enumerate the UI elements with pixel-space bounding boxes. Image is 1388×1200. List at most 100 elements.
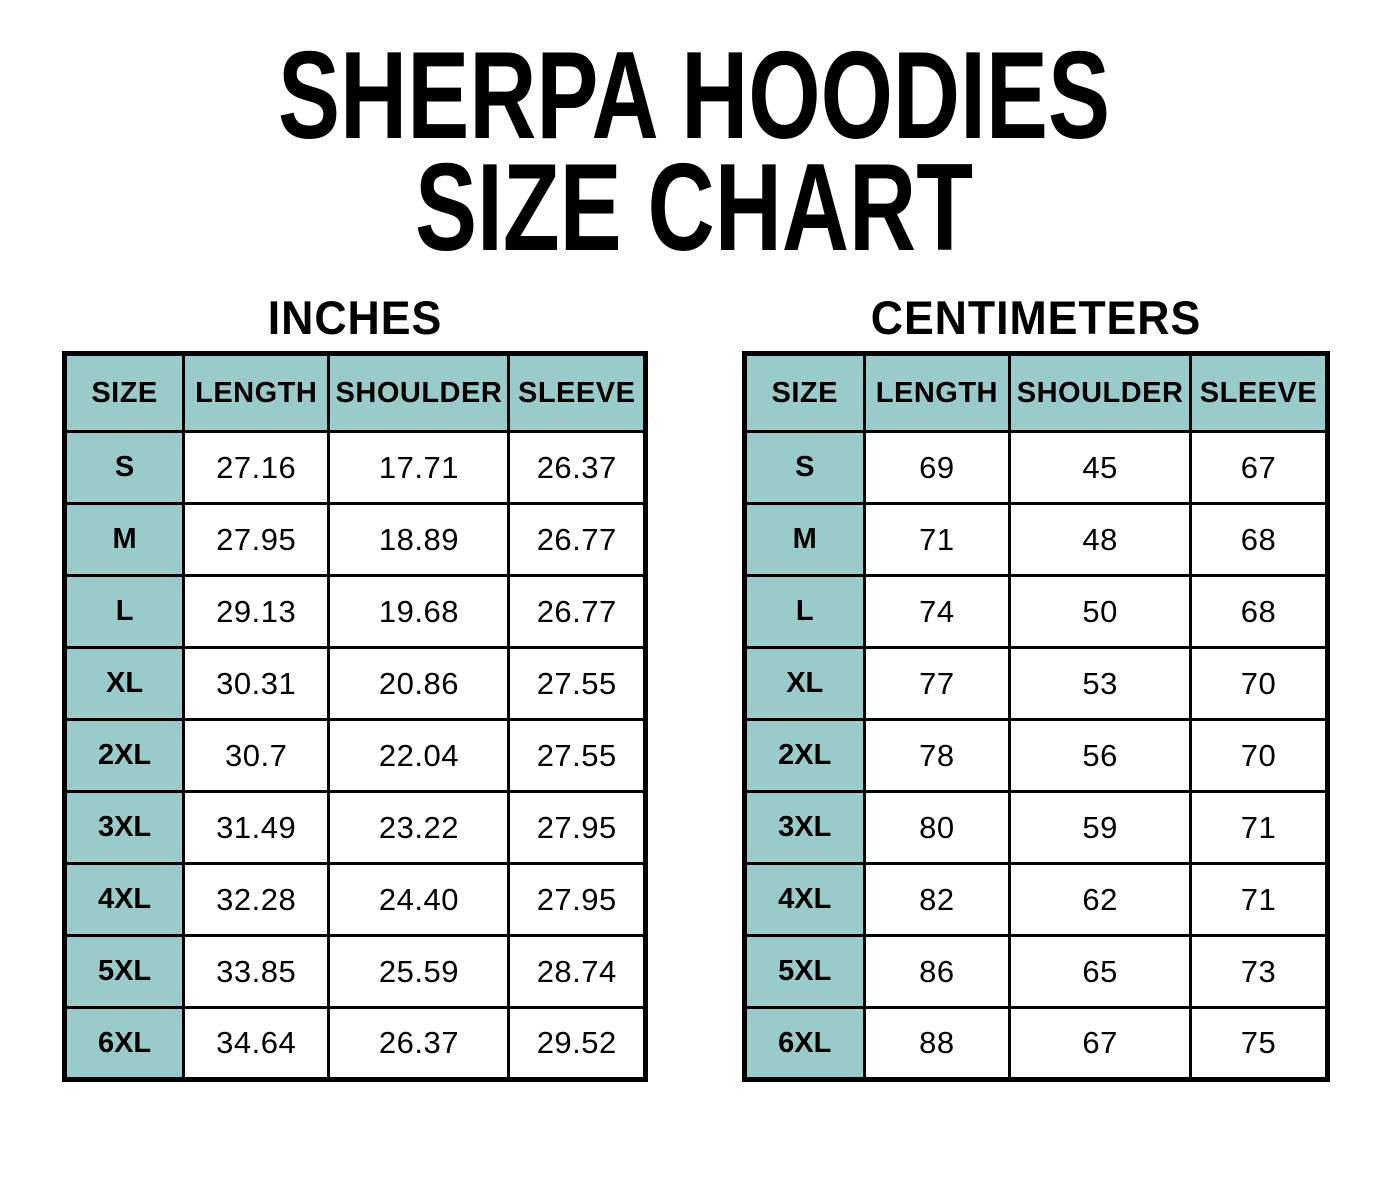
value-cell: 31.49 bbox=[182, 790, 331, 865]
value-cell: 17.71 bbox=[327, 430, 511, 505]
table-row-m: M 71 48 68 bbox=[743, 502, 1330, 577]
size-cell: L bbox=[743, 574, 866, 649]
column-header-size: SIZE bbox=[62, 352, 186, 433]
value-cell: 86 bbox=[862, 934, 1012, 1009]
centimeters-section: CENTIMETERS SIZE LENGTH SHOULDER SLEEVE S 69 4… bbox=[742, 294, 1330, 1082]
value-cell: 48 bbox=[1008, 502, 1192, 577]
table-row-s: S 69 45 67 bbox=[743, 430, 1330, 505]
page-title-line1: SHERPA HOODIES bbox=[278, 27, 1110, 165]
header-row: SIZE LENGTH SHOULDER SLEEVE bbox=[62, 352, 647, 433]
value-cell: 20.86 bbox=[327, 646, 511, 721]
page-title-line2: SIZE CHART bbox=[415, 139, 973, 277]
value-cell: 33.85 bbox=[182, 934, 331, 1009]
size-cell: 3XL bbox=[62, 790, 186, 865]
size-cell: 5XL bbox=[62, 934, 186, 1009]
value-cell: 27.95 bbox=[182, 502, 331, 577]
value-cell: 26.37 bbox=[327, 1006, 511, 1081]
size-cell: 2XL bbox=[743, 718, 866, 793]
size-cell: 4XL bbox=[743, 862, 866, 937]
value-cell: 73 bbox=[1188, 934, 1330, 1009]
value-cell: 26.77 bbox=[507, 502, 647, 577]
column-header-sleeve: SLEEVE bbox=[507, 352, 647, 433]
value-cell: 27.55 bbox=[507, 646, 647, 721]
size-cell: 5XL bbox=[743, 934, 866, 1009]
value-cell: 70 bbox=[1188, 718, 1330, 793]
value-cell: 77 bbox=[862, 646, 1012, 721]
column-header-shoulder: SHOULDER bbox=[1008, 352, 1192, 433]
table-row-4xl: 4XL 32.28 24.40 27.95 bbox=[62, 862, 647, 937]
column-header-length: LENGTH bbox=[862, 352, 1012, 433]
size-cell: 6XL bbox=[62, 1006, 186, 1081]
size-cell: XL bbox=[62, 646, 186, 721]
size-cell: 6XL bbox=[743, 1006, 866, 1081]
inches-section: INCHES SIZE LENGTH SHOULDER SLEEVE S 27.16 17.… bbox=[62, 294, 648, 1082]
value-cell: 27.95 bbox=[507, 862, 647, 937]
size-cell: S bbox=[62, 430, 186, 505]
value-cell: 27.55 bbox=[507, 718, 647, 793]
value-cell: 68 bbox=[1188, 502, 1330, 577]
size-cell: 3XL bbox=[743, 790, 866, 865]
table-row-5xl: 5XL 33.85 25.59 28.74 bbox=[62, 934, 647, 1009]
value-cell: 24.40 bbox=[327, 862, 511, 937]
value-cell: 28.74 bbox=[507, 934, 647, 1009]
table-row-m: M 27.95 18.89 26.77 bbox=[62, 502, 647, 577]
size-cell: 2XL bbox=[62, 718, 186, 793]
column-header-shoulder: SHOULDER bbox=[327, 352, 511, 433]
column-header-sleeve: SLEEVE bbox=[1188, 352, 1330, 433]
size-cell: M bbox=[743, 502, 866, 577]
size-cell: M bbox=[62, 502, 186, 577]
size-cell: 4XL bbox=[62, 862, 186, 937]
table-row-5xl: 5XL 86 65 73 bbox=[743, 934, 1330, 1009]
value-cell: 80 bbox=[862, 790, 1012, 865]
value-cell: 65 bbox=[1008, 934, 1192, 1009]
table-row-3xl: 3XL 80 59 71 bbox=[743, 790, 1330, 865]
page-title: SHERPA HOODIES SIZE CHART bbox=[174, 27, 1215, 277]
table-row-l: L 29.13 19.68 26.77 bbox=[62, 574, 647, 649]
centimeters-label: CENTIMETERS bbox=[870, 291, 1202, 344]
table-row-2xl: 2XL 30.7 22.04 27.55 bbox=[62, 718, 647, 793]
value-cell: 69 bbox=[862, 430, 1012, 505]
value-cell: 82 bbox=[862, 862, 1012, 937]
value-cell: 56 bbox=[1008, 718, 1192, 793]
value-cell: 30.7 bbox=[182, 718, 331, 793]
table-row-l: L 74 50 68 bbox=[743, 574, 1330, 649]
value-cell: 70 bbox=[1188, 646, 1330, 721]
centimeters-size-table: SIZE LENGTH SHOULDER SLEEVE S 69 45 67 M 71 48 68 L 7… bbox=[742, 351, 1330, 1082]
table-row-4xl: 4XL 82 62 71 bbox=[743, 862, 1330, 937]
value-cell: 27.16 bbox=[182, 430, 331, 505]
value-cell: 26.77 bbox=[507, 574, 647, 649]
value-cell: 50 bbox=[1008, 574, 1192, 649]
value-cell: 71 bbox=[1188, 790, 1330, 865]
value-cell: 53 bbox=[1008, 646, 1192, 721]
inches-size-table: SIZE LENGTH SHOULDER SLEEVE S 27.16 17.71 26.37… bbox=[62, 351, 648, 1082]
value-cell: 71 bbox=[862, 502, 1012, 577]
header-row: SIZE LENGTH SHOULDER SLEEVE bbox=[743, 352, 1330, 433]
value-cell: 25.59 bbox=[327, 934, 511, 1009]
value-cell: 30.31 bbox=[182, 646, 331, 721]
value-cell: 59 bbox=[1008, 790, 1192, 865]
size-cell: L bbox=[62, 574, 186, 649]
inches-label: INCHES bbox=[267, 291, 443, 344]
table-row-xl: XL 77 53 70 bbox=[743, 646, 1330, 721]
value-cell: 32.28 bbox=[182, 862, 331, 937]
value-cell: 27.95 bbox=[507, 790, 647, 865]
table-row-6xl: 6XL 88 67 75 bbox=[743, 1006, 1330, 1081]
table-row-2xl: 2XL 78 56 70 bbox=[743, 718, 1330, 793]
size-cell: XL bbox=[743, 646, 866, 721]
value-cell: 78 bbox=[862, 718, 1012, 793]
value-cell: 19.68 bbox=[327, 574, 511, 649]
table-row-3xl: 3XL 31.49 23.22 27.95 bbox=[62, 790, 647, 865]
value-cell: 75 bbox=[1188, 1006, 1330, 1081]
table-row-s: S 27.16 17.71 26.37 bbox=[62, 430, 647, 505]
value-cell: 34.64 bbox=[182, 1006, 331, 1081]
column-header-length: LENGTH bbox=[182, 352, 331, 433]
value-cell: 67 bbox=[1188, 430, 1330, 505]
value-cell: 88 bbox=[862, 1006, 1012, 1081]
value-cell: 26.37 bbox=[507, 430, 647, 505]
value-cell: 74 bbox=[862, 574, 1012, 649]
table-row-xl: XL 30.31 20.86 27.55 bbox=[62, 646, 647, 721]
value-cell: 18.89 bbox=[327, 502, 511, 577]
value-cell: 68 bbox=[1188, 574, 1330, 649]
table-row-6xl: 6XL 34.64 26.37 29.52 bbox=[62, 1006, 647, 1081]
